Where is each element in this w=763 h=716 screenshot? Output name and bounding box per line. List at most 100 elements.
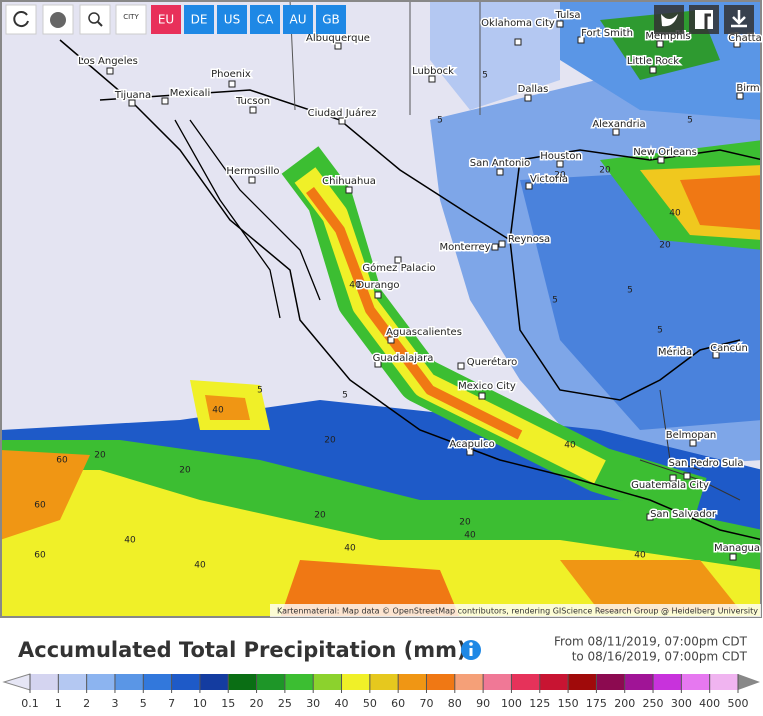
city-marker <box>524 94 532 102</box>
region-button[interactable] <box>250 5 280 34</box>
colorbar-swatch <box>653 674 682 690</box>
colorbar-swatch <box>313 674 343 690</box>
colorbar-swatch <box>171 674 201 690</box>
city-marker <box>374 360 382 368</box>
contour-label: 20 <box>179 466 191 476</box>
map <box>1 1 761 617</box>
city-label: Ciudad Juárez <box>308 107 377 119</box>
city-marker <box>525 182 533 190</box>
city-marker <box>248 176 256 184</box>
colorbar-swatch <box>596 674 626 690</box>
contour-label: 5 <box>437 116 443 126</box>
contour-label: 40 <box>344 544 356 554</box>
contour-label: 40 <box>212 406 224 416</box>
colorbar-label: 200 <box>614 697 635 710</box>
contour-label: 40 <box>194 561 206 571</box>
region-button[interactable] <box>217 5 247 34</box>
city-label: Managua <box>714 543 760 554</box>
contour-label: 40 <box>124 536 136 546</box>
city-label: Guadalajara <box>373 353 434 364</box>
city-marker <box>338 117 346 125</box>
colorbar-swatch <box>30 674 59 690</box>
contour-label: 5 <box>627 286 633 296</box>
city-marker <box>712 351 720 359</box>
city-marker <box>656 40 664 48</box>
colorbar-swatch <box>341 674 371 690</box>
city-label: Alexandria <box>592 119 645 130</box>
colorbar-swatch <box>398 674 427 690</box>
region-button[interactable] <box>316 5 346 34</box>
city-label: Guatemala City <box>631 480 709 491</box>
colorbar-swatch <box>709 674 739 690</box>
date-to: to 08/16/2019, 07:00pm CDT <box>572 650 748 664</box>
colorbar-arrow-low <box>2 673 31 691</box>
city-label: Victoria <box>530 174 568 185</box>
city-label: Lubbock <box>412 66 454 77</box>
city-label: Gómez Palacio <box>362 262 435 274</box>
city-label: Hermosillo <box>226 166 279 177</box>
city-marker <box>249 106 257 114</box>
contour-label: 5 <box>687 116 693 126</box>
zoom-out-button[interactable] <box>79 4 111 35</box>
colorbar-swatch <box>369 674 399 690</box>
contour-label: 20 <box>459 518 471 528</box>
colorbar-label: 40 <box>335 697 349 710</box>
city-marker <box>733 40 741 48</box>
city-label: Little Rock <box>627 56 679 67</box>
city-marker <box>577 36 585 44</box>
toolbar: CITY EU DE US CA AU GB <box>5 4 754 35</box>
colorbar-label: 500 <box>728 697 749 710</box>
colorbar-swatch <box>199 674 229 690</box>
city-toggle-button[interactable] <box>115 4 147 35</box>
colorbar-swatch <box>256 674 286 690</box>
colorbar-label: 125 <box>529 697 550 710</box>
contour-label: 60 <box>34 551 46 561</box>
city-label: Belmopan <box>666 430 716 441</box>
region-label: GB <box>322 13 340 27</box>
region-label: AU <box>290 13 307 27</box>
reload-button[interactable] <box>5 4 37 35</box>
colorbar-label: 300 <box>671 697 692 710</box>
city-marker <box>106 67 114 75</box>
city-label: Chihuahua <box>322 176 376 187</box>
city-marker <box>556 20 564 28</box>
colorbar-swatch <box>681 674 711 690</box>
city-marker <box>736 92 744 100</box>
colorbar-label: 3 <box>111 697 118 710</box>
region-button[interactable] <box>283 5 313 34</box>
city-label: Aguascalientes <box>386 327 462 338</box>
city-label: Mexico City <box>458 381 516 392</box>
city-label: Acapulco <box>449 439 494 450</box>
city-label: Oklahoma City <box>481 18 555 29</box>
colorbar-swatch <box>624 674 654 690</box>
city-label: Monterrey <box>439 242 490 253</box>
contour-label: 20 <box>659 241 671 251</box>
region-label: DE <box>191 13 208 27</box>
contour-label: 5 <box>657 326 663 336</box>
city-marker <box>683 472 691 480</box>
colorbar-swatch <box>454 674 484 690</box>
city-marker <box>374 291 382 299</box>
city-label: Querétaro <box>467 356 517 368</box>
region-button[interactable] <box>184 5 214 34</box>
city-marker <box>682 348 690 356</box>
colorbar-label: 250 <box>643 697 664 710</box>
city-marker <box>161 97 169 105</box>
region-label: CA <box>257 13 274 27</box>
contour-label: 60 <box>56 456 68 466</box>
city-marker <box>646 513 654 521</box>
city-marker <box>514 38 522 46</box>
colorbar-label: 50 <box>363 697 377 710</box>
city-icon-label: CITY <box>123 13 139 21</box>
contour-label: 40 <box>464 531 476 541</box>
colorbar-label: 175 <box>586 697 607 710</box>
region-button[interactable] <box>151 5 181 34</box>
city-layer: Los Angeles Phoenix Tijuana Mexicali Tucson A… <box>77 9 763 561</box>
colorbar-label: 7 <box>168 697 175 710</box>
colorbar-label: 100 <box>501 697 522 710</box>
city-label: Mexicali <box>170 88 210 99</box>
city-marker <box>657 156 665 164</box>
colorbar-swatch <box>483 674 512 690</box>
contour-label-layer: 5 5 5 20 40 20 40 5 20 5 40 20 60 60 40 20 40 40 20 40 60 5 20… <box>34 71 693 571</box>
